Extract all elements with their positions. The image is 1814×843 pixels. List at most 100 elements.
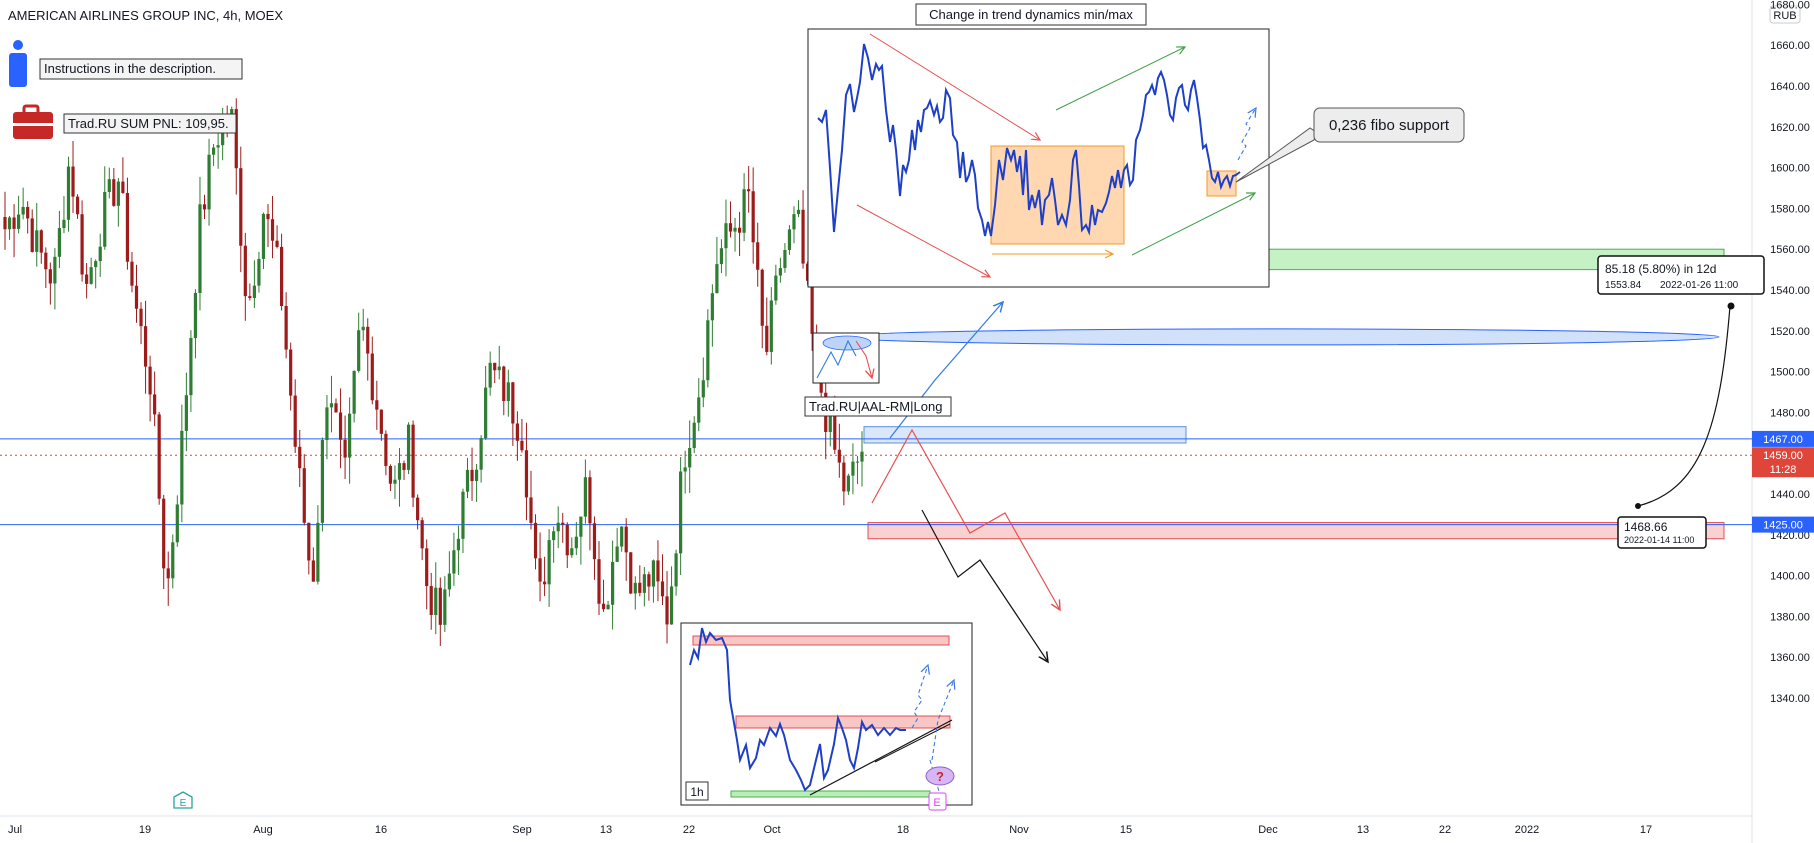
bull-scenario-path-red [871,428,1060,610]
candle-body [855,461,860,463]
candle-body [248,296,252,299]
chart-title: AMERICAN AIRLINES GROUP INC, 4h, MOEX [8,8,283,23]
price-tick-label: 1620.00 [1770,122,1810,134]
candle-body [388,465,393,484]
candle-body [44,252,48,270]
candle-body [683,467,687,472]
candle-body [778,268,782,276]
candle-body [216,145,220,148]
candle-body [162,498,166,569]
candle-body [783,250,787,269]
candle-body [416,497,420,521]
last-price-tag-bg [1752,447,1814,478]
candle-body [71,166,75,197]
candle-body [89,267,93,284]
instructions-box [39,58,243,80]
candle-body [98,246,102,262]
fibo-callout-text: 0,236 fibo support [1329,117,1450,134]
candle-body [375,400,379,410]
candle-body [429,586,433,615]
candle-body [669,586,674,625]
candle-body [533,522,538,559]
candle-body [810,280,814,334]
candle-body [189,338,193,396]
measure-curve [1637,305,1731,507]
bear-scenario-path [921,509,1048,662]
price-axis[interactable]: 1340.00 1360.00 1380.00 1400.00 1420.00 1440.… [1770,0,1810,705]
level-tag-1467: 1467.00 [1763,434,1803,446]
candles-group [3,98,864,646]
candle-body [207,154,211,210]
candle-body [370,353,374,401]
top-inset-price-line [817,43,1241,237]
candle-body [252,285,256,299]
candle-body [787,229,792,251]
earnings-icon[interactable] [173,791,193,809]
time-tick-label: 19 [139,824,151,836]
candle-body [298,446,302,469]
candle-body [733,227,737,232]
price-tick-label: 1420.00 [1770,530,1810,542]
candle-body [547,540,551,585]
candle-body [679,471,683,554]
bottom-inset [680,622,973,806]
candle-body [697,397,701,423]
candle-body [202,204,207,210]
timeframe-box [685,781,709,801]
candle-body [719,248,724,265]
timeframe-label: 1h [690,785,703,799]
level-tag-1467-bg [1752,430,1814,447]
resistance-zone[interactable] [867,522,1725,540]
candle-body [329,403,334,408]
earnings-letter-teal[interactable]: E [180,798,187,809]
question-bubble [925,766,955,786]
candle-body [352,370,356,414]
time-axis[interactable]: Jul 19 Aug 16 Sep 13 22 Oct 18 Nov 15 Dec 13 22 2022 17 [8,824,1652,836]
measure-end-price: 1553.84 [1605,280,1642,291]
measure-start-dot [1635,503,1641,509]
candle-body [710,293,714,321]
currency-badge-box[interactable] [1769,5,1801,24]
time-tick-label: 13 [600,824,612,836]
candle-body [706,320,710,381]
price-tick-label: 1680.00 [1770,0,1810,11]
candle-body [211,147,216,155]
candle-body [769,300,773,352]
candle-body [842,462,846,492]
price-tick-label: 1520.00 [1770,326,1810,338]
candle-body [134,285,139,309]
candle-body [62,219,66,229]
time-tick-label: Jul [8,824,22,836]
price-tick-label: 1600.00 [1770,163,1810,175]
candle-body [48,269,52,284]
candle-body [94,261,98,268]
price-tick-label: 1360.00 [1770,652,1810,664]
question-mark: ? [936,769,944,784]
candle-body [574,536,578,549]
earnings-letter-magenta[interactable]: E [933,797,940,809]
candle-body [80,214,84,275]
candle-body [538,558,542,582]
candle-body [184,395,188,431]
entry-zone[interactable] [863,426,1187,444]
measure-end-dot [1727,302,1735,310]
candle-body [515,423,519,441]
candle-body [257,258,261,286]
candle-body [239,168,243,246]
candle-body [443,589,447,625]
time-tick-label: Aug [253,824,273,836]
time-tick-label: 17 [1640,824,1652,836]
time-tick-label: 22 [1439,824,1451,836]
candle-body [166,568,170,579]
currency-badge[interactable]: RUB [1773,10,1796,22]
candle-body [665,596,669,625]
candle-body [35,230,39,252]
earnings-box-magenta[interactable] [928,792,947,811]
measure-start-price: 1468.66 [1624,520,1668,534]
resistance-ellipse[interactable] [838,328,1720,346]
candle-body [289,349,293,396]
measure-change: 85.18 (5.80%) in 12d [1605,262,1716,276]
candle-body [85,274,89,284]
info-icon [9,40,27,87]
